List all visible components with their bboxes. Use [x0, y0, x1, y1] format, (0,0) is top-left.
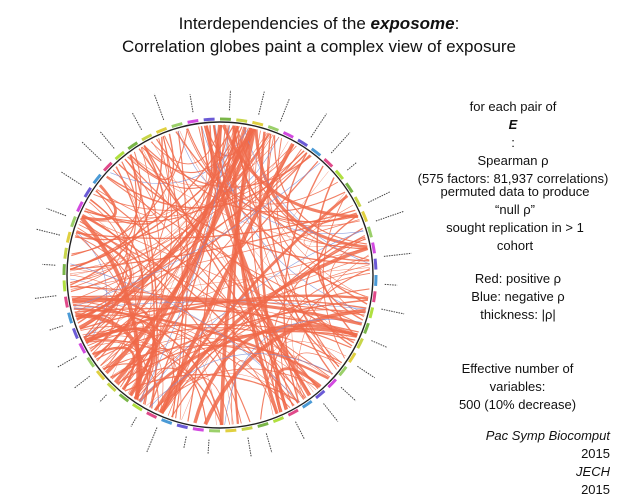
factor-group-segment: [97, 371, 104, 379]
factor-label-mark: [376, 211, 404, 221]
factor-group-segment: [340, 367, 347, 376]
factor-label-mark: [34, 296, 56, 299]
factor-label-mark: [357, 366, 374, 378]
factor-label-mark: [311, 114, 327, 138]
factor-label-mark: [385, 284, 398, 285]
note-permuted-line-1: permuted data to produce: [410, 183, 620, 201]
factor-group-segment: [66, 297, 68, 308]
citation-2-journal: JECH: [400, 463, 610, 481]
factor-label-mark: [42, 264, 55, 265]
factor-group-segment: [204, 119, 215, 120]
note-permuted-line-2: “null ρ”: [410, 201, 620, 219]
factor-group-segment: [94, 175, 101, 184]
note-permuted-line-3: sought replication in > 1: [410, 219, 620, 237]
factor-group-segment: [324, 159, 332, 167]
factor-group-segment: [65, 248, 67, 259]
factor-label-mark: [208, 440, 209, 455]
factor-label-mark: [47, 208, 66, 215]
factor-label-mark: [154, 94, 164, 120]
note-effective-line-3: 500 (10% decrease): [420, 396, 615, 414]
factor-label-mark: [147, 428, 158, 453]
factor-group-segment: [374, 291, 376, 302]
citations: Pac Symp Biocomput 2015 JECH 2015: [400, 427, 610, 499]
factor-group-segment: [368, 227, 371, 238]
legend-positive: Red: positive ρ: [418, 270, 618, 288]
factor-label-mark: [368, 192, 390, 203]
citation-2-year: 2015: [581, 482, 610, 497]
factor-group-segment: [225, 430, 236, 431]
factor-group-segment: [104, 163, 112, 171]
factor-label-mark: [131, 417, 136, 426]
factor-label-mark: [280, 98, 289, 121]
factor-label-mark: [74, 376, 90, 388]
factor-label-mark: [259, 92, 265, 115]
factor-label-mark: [266, 433, 272, 452]
factor-label-mark: [50, 326, 64, 330]
factor-label-mark: [100, 395, 107, 402]
factor-label-mark: [36, 229, 60, 235]
factor-group-segment: [64, 280, 65, 291]
factor-label-mark: [296, 422, 305, 439]
factor-group-segment: [120, 395, 129, 402]
factor-group-segment: [193, 429, 204, 431]
factor-label-mark: [384, 253, 412, 256]
factor-label-mark: [190, 94, 193, 112]
note-permuted-line-4: cohort: [410, 237, 620, 255]
factor-group-segment: [108, 383, 116, 391]
factor-group-segment: [188, 121, 199, 123]
legend-thickness: thickness: |ρ|: [418, 306, 618, 324]
factor-group-segment: [258, 423, 269, 426]
note-effective-line-2: variables:: [420, 378, 615, 396]
factor-group-segment: [373, 243, 375, 254]
factor-group-segment: [69, 313, 72, 324]
factor-label-mark: [184, 437, 186, 448]
factor-label-mark: [132, 113, 141, 130]
note-legend: Red: positive ρ Blue: negative ρ thickne…: [418, 270, 618, 324]
note-effective-line-1: Effective number of: [420, 360, 615, 378]
correlation-chords: [70, 125, 370, 425]
factor-group-segment: [242, 428, 253, 430]
factor-label-mark: [100, 131, 114, 148]
note-spearman-emphasis: E: [509, 117, 518, 132]
factor-group-segment: [116, 152, 124, 159]
factor-group-segment: [328, 379, 336, 387]
note-spearman-suffix: :: [398, 134, 628, 152]
factor-label-mark: [229, 90, 230, 110]
factor-group-segment: [67, 232, 70, 243]
factor-label-mark: [341, 387, 356, 401]
legend-negative: Blue: negative ρ: [418, 288, 618, 306]
citation-1-year: 2015: [581, 446, 610, 461]
factor-label-mark: [58, 356, 77, 367]
citation-1-journal: Pac Symp Biocomput: [400, 427, 610, 445]
factor-group-segment: [370, 307, 373, 318]
note-spearman: for each pair of E: Spearman ρ (575 fact…: [398, 98, 628, 188]
citation-1: Pac Symp Biocomput 2015: [400, 427, 610, 463]
factor-group-segment: [252, 122, 263, 125]
factor-label-mark: [331, 133, 350, 154]
factor-label-mark: [61, 172, 82, 186]
factor-label-mark: [324, 404, 338, 422]
note-effective-variables: Effective number of variables: 500 (10% …: [420, 360, 615, 414]
factor-group-segment: [312, 149, 321, 156]
factor-group-segment: [177, 425, 188, 428]
factor-group-segment: [172, 124, 183, 127]
note-permuted: permuted data to produce “null ρ” sought…: [410, 183, 620, 255]
factor-group-segment: [236, 120, 247, 122]
note-spearman-line-2: Spearman ρ: [398, 152, 628, 170]
factor-label-mark: [381, 309, 404, 314]
factor-label-mark: [82, 142, 101, 161]
factor-label-mark: [347, 163, 356, 170]
factor-label-mark: [248, 438, 251, 457]
note-spearman-prefix: for each pair of: [398, 98, 628, 116]
citation-2: JECH 2015: [400, 463, 610, 499]
factor-group-segment: [375, 259, 376, 270]
factor-label-mark: [371, 341, 386, 348]
factor-group-segment: [316, 391, 324, 398]
note-spearman-line-1: for each pair of E:: [398, 98, 628, 152]
factor-group-segment: [336, 171, 343, 179]
